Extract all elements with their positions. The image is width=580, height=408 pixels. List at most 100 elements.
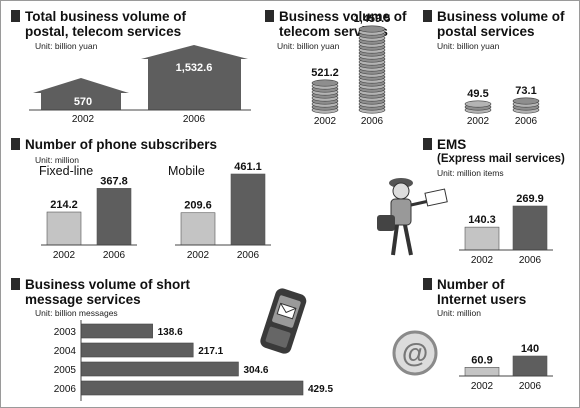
value-label-2006: 73.1 <box>515 85 536 97</box>
panel-ems: EMS (Express mail services) Unit: millio… <box>421 133 579 273</box>
chart-internet: 60.9 2002 140 2006 <box>459 343 553 392</box>
category-label-2006: 2006 <box>237 250 260 261</box>
value-label-2006: 140 <box>521 343 539 355</box>
value-label-2002: 49.5 <box>467 88 488 100</box>
category-label-2006: 2006 <box>519 381 542 392</box>
category-label-2003: 2003 <box>54 327 77 338</box>
internet-unit: Unit: million <box>437 308 481 318</box>
phone-subscribers-title: Number of phone subscribers <box>11 137 217 152</box>
value-label-2006: 1,459.5 <box>354 13 391 25</box>
at-sign-icon: @ <box>402 338 428 368</box>
value-label-2004: 217.1 <box>198 346 223 357</box>
category-label-2002: 2002 <box>53 250 76 261</box>
bar-2006 <box>80 380 304 396</box>
chart-sms: 2003 138.6 2004 217.1 2005 304.6 2006 429.5 <box>54 320 333 401</box>
value-label-2006: 269.9 <box>516 193 544 205</box>
panel-telecom-volume: Business volume of telecom services Unit… <box>261 1 421 126</box>
mailman-arm-icon <box>410 199 430 207</box>
category-label-2006: 2006 <box>519 255 542 266</box>
phone-illustration <box>260 288 307 354</box>
value-label-2006: 429.5 <box>308 384 333 395</box>
value-label-2006: 1,532.6 <box>176 62 213 74</box>
category-label-2002: 2002 <box>471 381 494 392</box>
house-roof-2006 <box>141 45 248 59</box>
chart-mobile: 209.6 2002 461.1 2006 <box>175 161 271 261</box>
panel-total-volume: Total business volume of postal, telecom… <box>1 1 256 126</box>
bar-2002 <box>464 226 500 251</box>
bar-2006 <box>512 355 548 377</box>
category-label-2005: 2005 <box>54 365 77 376</box>
message-envelope-flap-icon <box>280 303 297 314</box>
category-label-2002: 2002 <box>314 116 337 126</box>
chart-total-volume: 570 1,532.6 2002 2006 <box>29 45 251 125</box>
bar-2006 <box>512 205 548 251</box>
chart-ems: 140.3 2002 269.9 2006 <box>459 193 553 266</box>
bar-2003 <box>80 323 153 339</box>
category-label-2006: 2006 <box>361 116 384 126</box>
header-square-icon <box>11 10 20 22</box>
mailman-illustration <box>377 178 448 256</box>
bar-2002 <box>180 212 216 246</box>
ems-title: EMS (Express mail services) <box>423 137 565 167</box>
chart-postal-volume: 49.5 2002 73.1 2006 <box>464 85 540 126</box>
chart-fixed-line: 214.2 2002 367.8 2006 <box>41 175 137 261</box>
category-label-2002: 2002 <box>471 255 494 266</box>
postal-volume-unit: Unit: billion yuan <box>437 41 500 51</box>
coin-2006 <box>358 25 386 33</box>
header-square-icon <box>423 278 432 290</box>
mailman-body-icon <box>390 198 412 226</box>
bar-2006 <box>96 188 132 246</box>
header-square-icon <box>423 10 432 22</box>
category-label-2006: 2006 <box>54 384 77 395</box>
header-square-icon <box>11 138 20 150</box>
house-2006: 1,532.6 <box>141 45 248 110</box>
bar-2006 <box>230 173 266 246</box>
mailbag-icon <box>377 215 395 231</box>
header-square-icon <box>11 278 20 290</box>
chart-telecom-volume: 521.2 2002 1,459.5 2006 <box>311 13 391 126</box>
bar-2005 <box>80 361 239 377</box>
mailman-leg-left-icon <box>391 224 399 256</box>
house-2002: 570 <box>33 78 129 110</box>
phone-subscribers-unit: Unit: million <box>35 155 79 165</box>
coin-2002 <box>311 79 339 87</box>
category-label-2004: 2004 <box>54 346 77 357</box>
postal-volume-title: Business volume of postal services <box>423 9 565 39</box>
value-label-2006: 367.8 <box>100 175 128 187</box>
header-square-icon <box>423 138 432 150</box>
category-label-2002: 2002 <box>467 116 490 126</box>
at-sign-illustration: @ <box>392 330 438 376</box>
bar-2002 <box>41 93 121 110</box>
total-volume-title: Total business volume of postal, telecom… <box>11 9 186 39</box>
category-label-2002: 2002 <box>187 250 210 261</box>
fixed-line-label: Fixed-line <box>39 164 94 178</box>
bar-2006 <box>148 59 241 110</box>
message-envelope-icon <box>276 302 297 320</box>
ems-unit: Unit: million items <box>437 168 504 178</box>
sms-title: Business volume of short message service… <box>11 277 190 307</box>
envelope-icon <box>424 188 448 207</box>
value-label-2002: 570 <box>74 96 92 108</box>
value-label-2002: 140.3 <box>468 214 496 226</box>
coin-2002 <box>464 100 492 108</box>
at-sign-circle-icon <box>392 330 438 376</box>
panel-sms: Business volume of short message service… <box>1 273 351 407</box>
value-label-2002: 214.2 <box>50 199 78 211</box>
category-label-2006: 2006 <box>515 116 538 126</box>
sms-unit: Unit: billion messages <box>35 308 118 318</box>
mailman-leg-right-icon <box>403 224 413 256</box>
panel-internet: Number of Internet users Unit: million 6… <box>421 273 579 407</box>
coin-2006 <box>512 97 540 105</box>
value-label-2003: 138.6 <box>158 327 183 338</box>
panel-postal-volume: Business volume of postal services Unit:… <box>421 1 579 126</box>
telecom-volume-unit: Unit: billion yuan <box>277 41 340 51</box>
bar-2002 <box>464 367 500 377</box>
total-volume-unit: Unit: billion yuan <box>35 41 98 51</box>
internet-title: Number of Internet users <box>423 277 526 307</box>
panel-phone-subscribers: Number of phone subscribers Unit: millio… <box>1 133 301 273</box>
value-label-2006: 461.1 <box>234 161 262 173</box>
value-label-2002: 209.6 <box>184 200 212 212</box>
value-label-2002: 60.9 <box>471 354 492 366</box>
category-label-2006: 2006 <box>183 114 206 125</box>
